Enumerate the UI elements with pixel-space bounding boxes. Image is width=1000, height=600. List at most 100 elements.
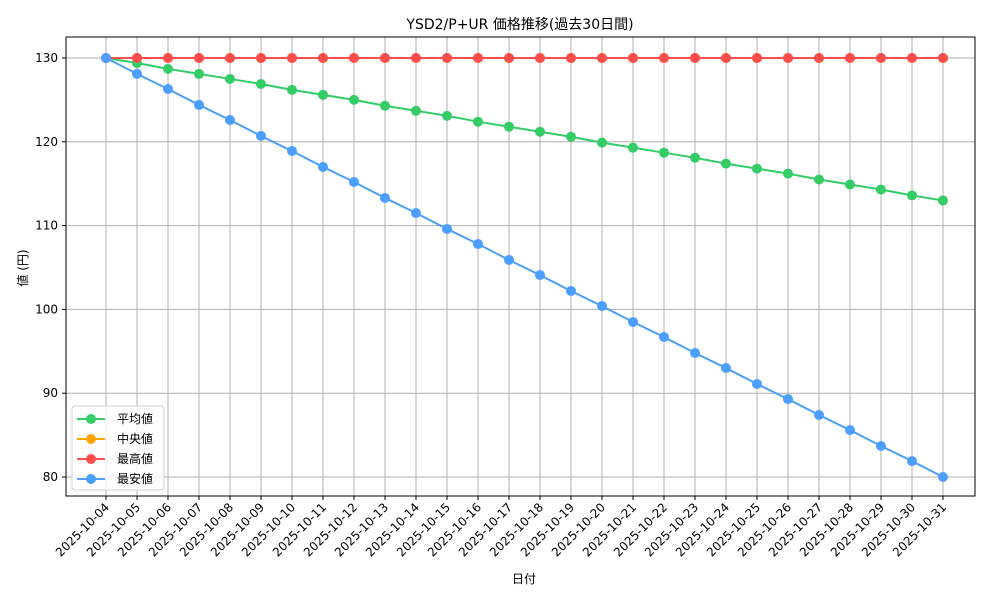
y-tick-label: 120 — [35, 135, 58, 149]
data-point — [597, 53, 607, 63]
data-point — [163, 84, 173, 95]
data-point — [349, 53, 359, 63]
data-point — [566, 53, 576, 63]
y-tick-label: 130 — [35, 51, 58, 65]
data-point — [411, 105, 421, 116]
series-line — [101, 53, 948, 63]
data-point — [752, 163, 762, 174]
data-point — [628, 53, 638, 63]
y-axis-title: 値 (円) — [15, 249, 30, 286]
data-point — [876, 440, 886, 451]
data-point — [256, 78, 266, 89]
data-point — [690, 152, 700, 163]
series-layer — [101, 53, 948, 482]
data-point — [845, 179, 855, 190]
data-point — [256, 130, 266, 141]
data-point — [659, 53, 669, 63]
data-point — [659, 147, 669, 158]
series-path — [105, 57, 944, 202]
y-tick-label: 110 — [35, 219, 58, 233]
data-point — [938, 472, 948, 482]
data-point — [411, 208, 421, 219]
data-point — [194, 99, 204, 110]
x-axis: 2025-10-042025-10-052025-10-062025-10-07… — [53, 496, 949, 559]
data-point — [566, 285, 576, 296]
data-point — [194, 68, 204, 79]
y-axis: 80 90 100 110 120 130 — [35, 51, 66, 484]
data-point — [101, 53, 111, 63]
data-point — [504, 121, 514, 132]
legend-marker — [86, 434, 96, 444]
data-point — [721, 158, 731, 169]
data-point — [907, 53, 917, 63]
data-point — [783, 168, 793, 179]
series-line — [101, 53, 948, 482]
legend-marker — [86, 474, 96, 484]
y-tick-label: 90 — [43, 386, 58, 400]
data-point — [938, 53, 948, 63]
legend-item: 最安値 — [77, 471, 153, 486]
data-point — [690, 53, 700, 63]
data-point — [473, 239, 483, 250]
data-point — [845, 53, 855, 63]
data-point — [473, 116, 483, 127]
series-path — [105, 57, 944, 478]
data-point — [287, 53, 297, 63]
data-point — [845, 425, 855, 436]
legend-marker — [86, 454, 96, 464]
data-point — [349, 177, 359, 188]
legend-item: 最高値 — [77, 451, 153, 466]
data-point — [752, 53, 762, 63]
data-point — [783, 394, 793, 405]
data-point — [876, 53, 886, 63]
data-point — [628, 142, 638, 153]
legend-label: 最高値 — [117, 451, 153, 466]
data-point — [318, 89, 328, 100]
data-point — [907, 190, 917, 201]
data-point — [783, 53, 793, 63]
data-point — [690, 347, 700, 358]
data-point — [380, 192, 390, 203]
legend-item: 中央値 — [77, 431, 153, 446]
data-point — [535, 53, 545, 63]
data-point — [876, 184, 886, 195]
data-point — [225, 53, 235, 63]
data-point — [814, 174, 824, 185]
data-point — [814, 53, 824, 63]
data-point — [504, 254, 514, 265]
data-point — [442, 110, 452, 121]
data-point — [225, 115, 235, 126]
data-point — [535, 126, 545, 137]
data-point — [380, 53, 390, 63]
data-point — [225, 73, 235, 84]
data-point — [132, 68, 142, 79]
data-point — [163, 63, 173, 74]
y-tick-label: 80 — [43, 470, 58, 484]
legend-label: 最安値 — [117, 471, 153, 486]
data-point — [535, 270, 545, 281]
y-tick-label: 100 — [35, 302, 58, 316]
data-point — [318, 53, 328, 63]
data-point — [721, 53, 731, 63]
data-point — [442, 53, 452, 63]
data-point — [721, 363, 731, 374]
data-point — [132, 53, 142, 63]
data-point — [163, 53, 173, 63]
chart-title: YSD2/P+UR 価格推移(過去30日間) — [405, 17, 633, 33]
legend-marker — [86, 414, 96, 424]
data-point — [411, 53, 421, 63]
series-line — [101, 53, 948, 206]
data-point — [194, 53, 204, 63]
data-point — [442, 223, 452, 234]
data-point — [597, 137, 607, 148]
data-point — [597, 301, 607, 312]
legend-label: 中央値 — [117, 431, 153, 446]
data-point — [318, 161, 328, 172]
data-point — [814, 409, 824, 420]
data-point — [504, 53, 514, 63]
legend-label: 平均値 — [117, 411, 153, 426]
data-point — [380, 100, 390, 111]
data-point — [349, 94, 359, 105]
